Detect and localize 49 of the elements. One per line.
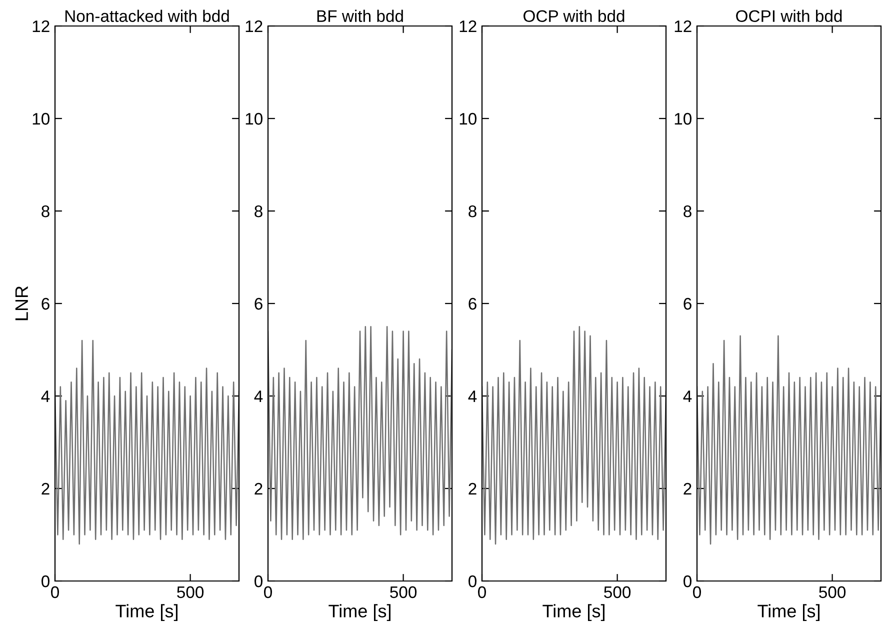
y-tick-label: 12: [460, 20, 476, 32]
x-axis-title: Time [s]: [758, 604, 820, 622]
chart-title: OCP with bdd: [524, 10, 624, 22]
y-tick-label: 8: [42, 205, 50, 218]
y-tick-label: 6: [684, 298, 692, 310]
x-axis-title: Time [s]: [328, 604, 390, 622]
y-tick-label: 0: [684, 575, 692, 588]
y-tick-label: 2: [468, 482, 476, 495]
y-tick-label: 4: [254, 390, 263, 402]
y-tick-label: 0: [468, 575, 476, 588]
y-tick-label: 6: [42, 298, 50, 310]
y-tick-label: 4: [41, 390, 50, 402]
y-tick-label: 10: [32, 112, 50, 125]
x-tick-label: 500: [604, 586, 631, 598]
y-tick-label: 8: [684, 205, 692, 218]
x-axis-title: Time [s]: [116, 604, 178, 622]
x-tick-label: 500: [390, 586, 417, 598]
x-tick-label: 0: [478, 586, 486, 598]
chart-title: Non-attacked with bdd: [65, 10, 229, 22]
y-tick-label: 2: [42, 482, 50, 495]
y-tick-label: 10: [674, 112, 692, 125]
y-tick-label: 6: [468, 298, 476, 310]
y-tick-label: 2: [684, 482, 692, 495]
y-tick-label: 10: [246, 112, 262, 125]
x-tick-label: 0: [693, 586, 701, 598]
line-series: [55, 340, 239, 545]
y-tick-label: 8: [254, 205, 262, 218]
y-tick-label: 8: [468, 205, 476, 218]
chart-title: OCPI with bdd: [736, 10, 842, 22]
y-tick-label: 12: [32, 20, 50, 32]
y-tick-label: 4: [683, 390, 692, 402]
x-tick-label: 500: [819, 586, 846, 598]
y-tick-label: 6: [254, 298, 262, 310]
y-tick-label: 12: [246, 20, 262, 32]
y-tick-label: 12: [674, 20, 692, 32]
x-tick-label: 0: [264, 586, 272, 598]
line-series: [697, 335, 881, 545]
chart-title: BF with bdd: [317, 10, 403, 22]
line-series: [482, 326, 666, 545]
y-tick-label: 10: [460, 112, 476, 125]
x-axis-title: Time [s]: [542, 604, 604, 622]
y-tick-label: 2: [254, 482, 262, 495]
line-series: [268, 326, 452, 540]
x-tick-label: 500: [177, 586, 204, 598]
y-tick-label: 0: [254, 575, 262, 588]
x-tick-label: 0: [51, 586, 59, 598]
y-axis-title: LNR: [15, 286, 28, 320]
y-tick-label: 4: [468, 390, 477, 402]
y-tick-label: 0: [42, 575, 50, 588]
